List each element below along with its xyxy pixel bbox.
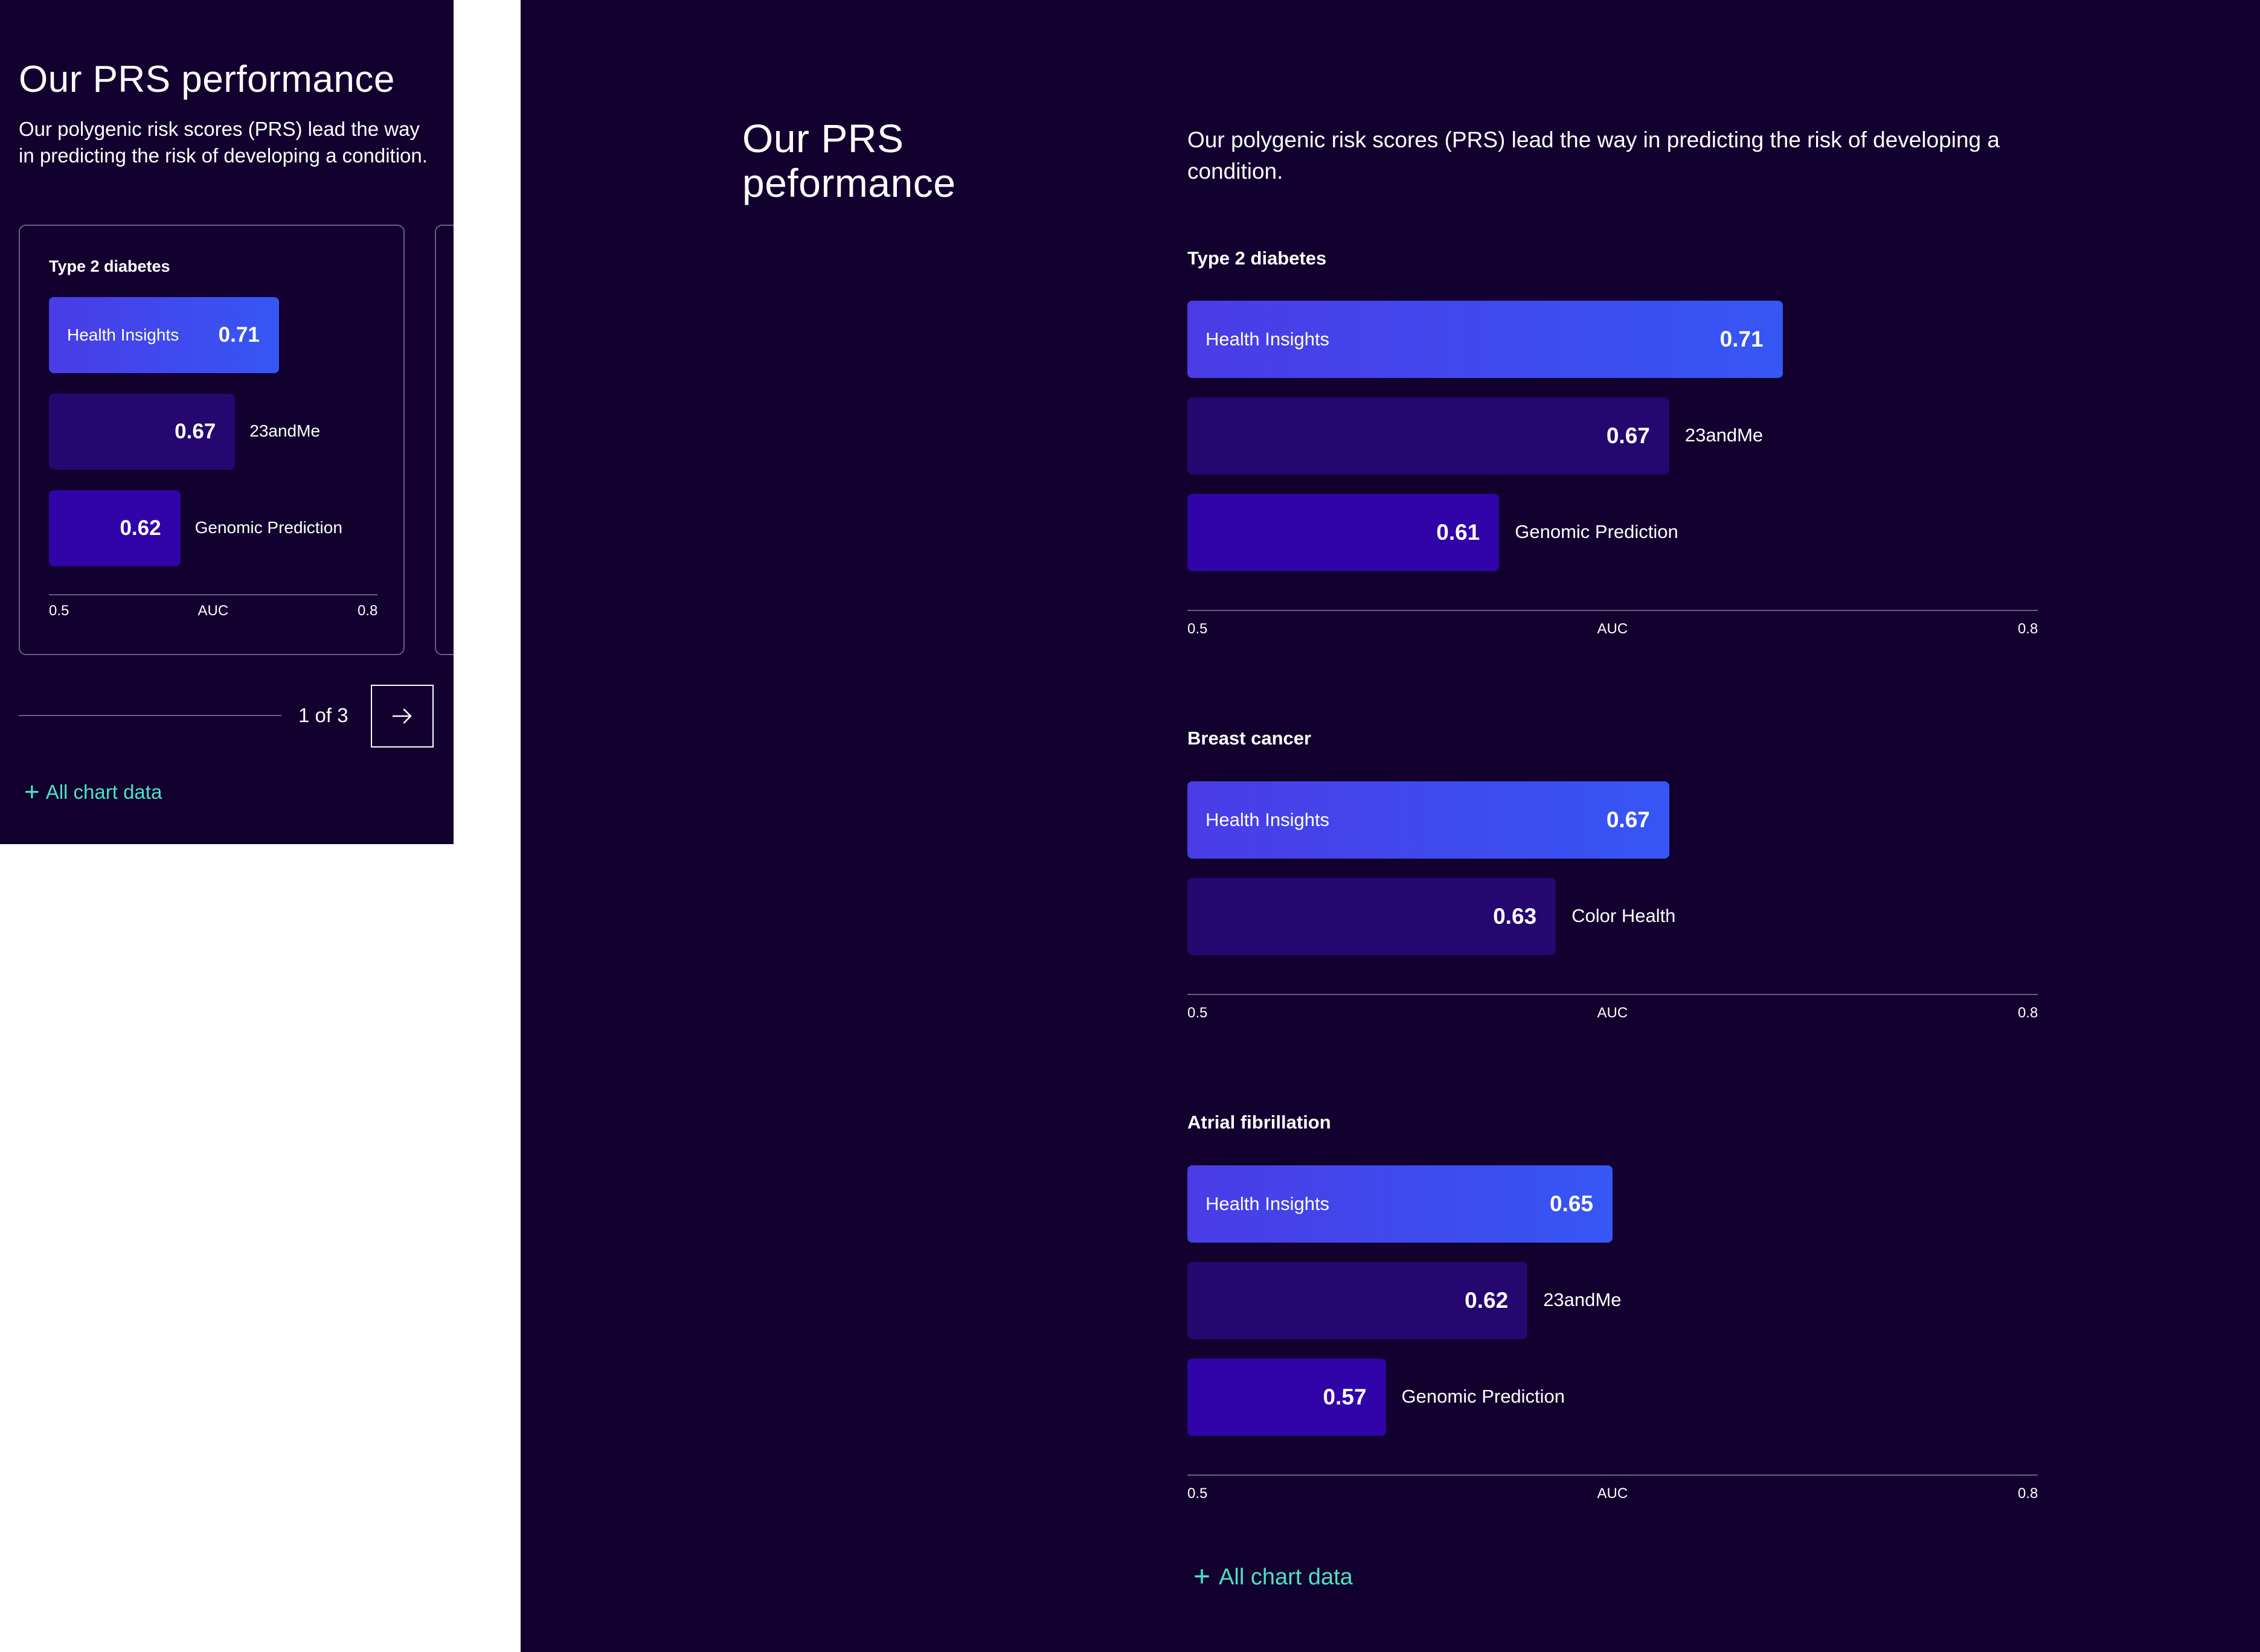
bar-color-health: 0.63 <box>1187 878 1556 955</box>
arrow-right-icon <box>392 708 412 724</box>
x-tick-min: 0.5 <box>1187 1005 1208 1021</box>
page-subtitle: Our polygenic risk scores (PRS) lead the… <box>1187 127 2000 184</box>
x-tick-max: 0.8 <box>2018 1485 2038 1502</box>
bar-value-label: 0.62 <box>120 516 161 540</box>
x-tick-max: 0.8 <box>2018 1005 2038 1021</box>
bar-23andme: 0.67 <box>49 394 236 470</box>
bar-value-label: 0.61 <box>1436 520 1480 545</box>
x-axis-label: AUC <box>1597 1485 1628 1502</box>
x-axis-label: AUC <box>1597 1005 1628 1021</box>
bar-label: Genomic Prediction <box>1515 520 1678 542</box>
bar-value-label: 0.65 <box>1549 1191 1593 1216</box>
bar-value-label: 0.57 <box>1323 1385 1367 1409</box>
page-title: Our PRS peformance <box>742 116 996 205</box>
next-chart-card-peek <box>435 225 454 655</box>
bar-value-label: 0.71 <box>218 323 260 347</box>
x-tick-min: 0.5 <box>49 603 69 619</box>
bar-23andme: 0.62 <box>1187 1262 1528 1339</box>
x-tick-max: 0.8 <box>358 603 378 619</box>
bar-genomic-prediction: 0.62 <box>49 490 181 566</box>
bar-label: Health Insights <box>67 325 179 344</box>
plus-icon: + <box>24 777 40 807</box>
pager-progress-line <box>19 715 281 716</box>
all-chart-data-link[interactable]: + All chart data <box>1193 1563 1353 1592</box>
bar-health-insights: Health Insights 0.71 <box>1187 301 1783 378</box>
x-axis-label: AUC <box>1597 621 1628 637</box>
bar-value-label: 0.67 <box>175 420 216 443</box>
bar-label: Health Insights <box>1205 1193 1330 1214</box>
chart-title: Atrial fibrillation <box>1187 1112 1331 1133</box>
bar-label: 23andMe <box>1543 1289 1622 1310</box>
x-axis-line <box>1187 1474 2038 1476</box>
x-tick-min: 0.5 <box>1187 1485 1208 1502</box>
chart-card: Type 2 diabetes Health Insights 0.71 23andM… <box>19 225 405 655</box>
all-chart-data-link[interactable]: + All chart data <box>24 779 162 805</box>
plus-icon: + <box>1193 1561 1211 1593</box>
bar-value-label: 0.63 <box>1493 904 1537 929</box>
bar-health-insights: Health Insights 0.65 <box>1187 1165 1613 1243</box>
desktop-panel: Our PRS peformance Our polygenic risk sc… <box>521 0 2260 1652</box>
bar-health-insights: Health Insights 0.67 <box>1187 781 1669 859</box>
page-subtitle: Our polygenic risk scores (PRS) lead the… <box>19 118 428 167</box>
pager-text: 1 of 3 <box>298 704 348 726</box>
bar-value-label: 0.71 <box>1719 327 1764 351</box>
bar-label: Health Insights <box>1205 809 1330 830</box>
bar-label: Health Insights <box>1205 328 1330 350</box>
x-axis-label: AUC <box>197 603 229 619</box>
chart-title: Breast cancer <box>1187 728 1312 749</box>
x-tick-max: 0.8 <box>2018 621 2038 637</box>
chart-title: Type 2 diabetes <box>1187 248 1327 269</box>
bar-genomic-prediction: 0.61 <box>1187 494 1500 571</box>
x-axis-line <box>1187 610 2038 611</box>
x-axis-line <box>1187 994 2038 995</box>
x-axis-line <box>49 594 377 595</box>
bar-label: Color Health <box>1571 904 1676 926</box>
bar-23andme: 0.67 <box>1187 397 1669 475</box>
bar-label: 23andMe <box>1684 424 1764 446</box>
bar-label: Genomic Prediction <box>1401 1385 1565 1407</box>
mobile-panel: Our PRS performance Our polygenic risk s… <box>0 0 454 844</box>
bar-health-insights: Health Insights 0.71 <box>49 297 279 373</box>
next-button[interactable] <box>371 685 434 748</box>
bar-label: Genomic Prediction <box>194 517 342 537</box>
bar-value-label: 0.67 <box>1606 423 1650 448</box>
all-chart-data-label: All chart data <box>1219 1564 1353 1590</box>
bar-value-label: 0.67 <box>1606 807 1650 832</box>
bar-label: 23andMe <box>249 421 321 440</box>
chart-type-2-diabetes-mobile: Type 2 diabetes Health Insights 0.71 23andM… <box>20 226 403 654</box>
chart-title: Type 2 diabetes <box>49 257 170 275</box>
all-chart-data-label: All chart data <box>45 781 162 803</box>
bar-genomic-prediction: 0.57 <box>1187 1359 1386 1436</box>
page-title-text: Our PRS peformance <box>742 116 956 205</box>
page-title: Our PRS performance <box>19 59 395 100</box>
x-tick-min: 0.5 <box>1187 621 1208 637</box>
bar-value-label: 0.62 <box>1465 1288 1509 1313</box>
